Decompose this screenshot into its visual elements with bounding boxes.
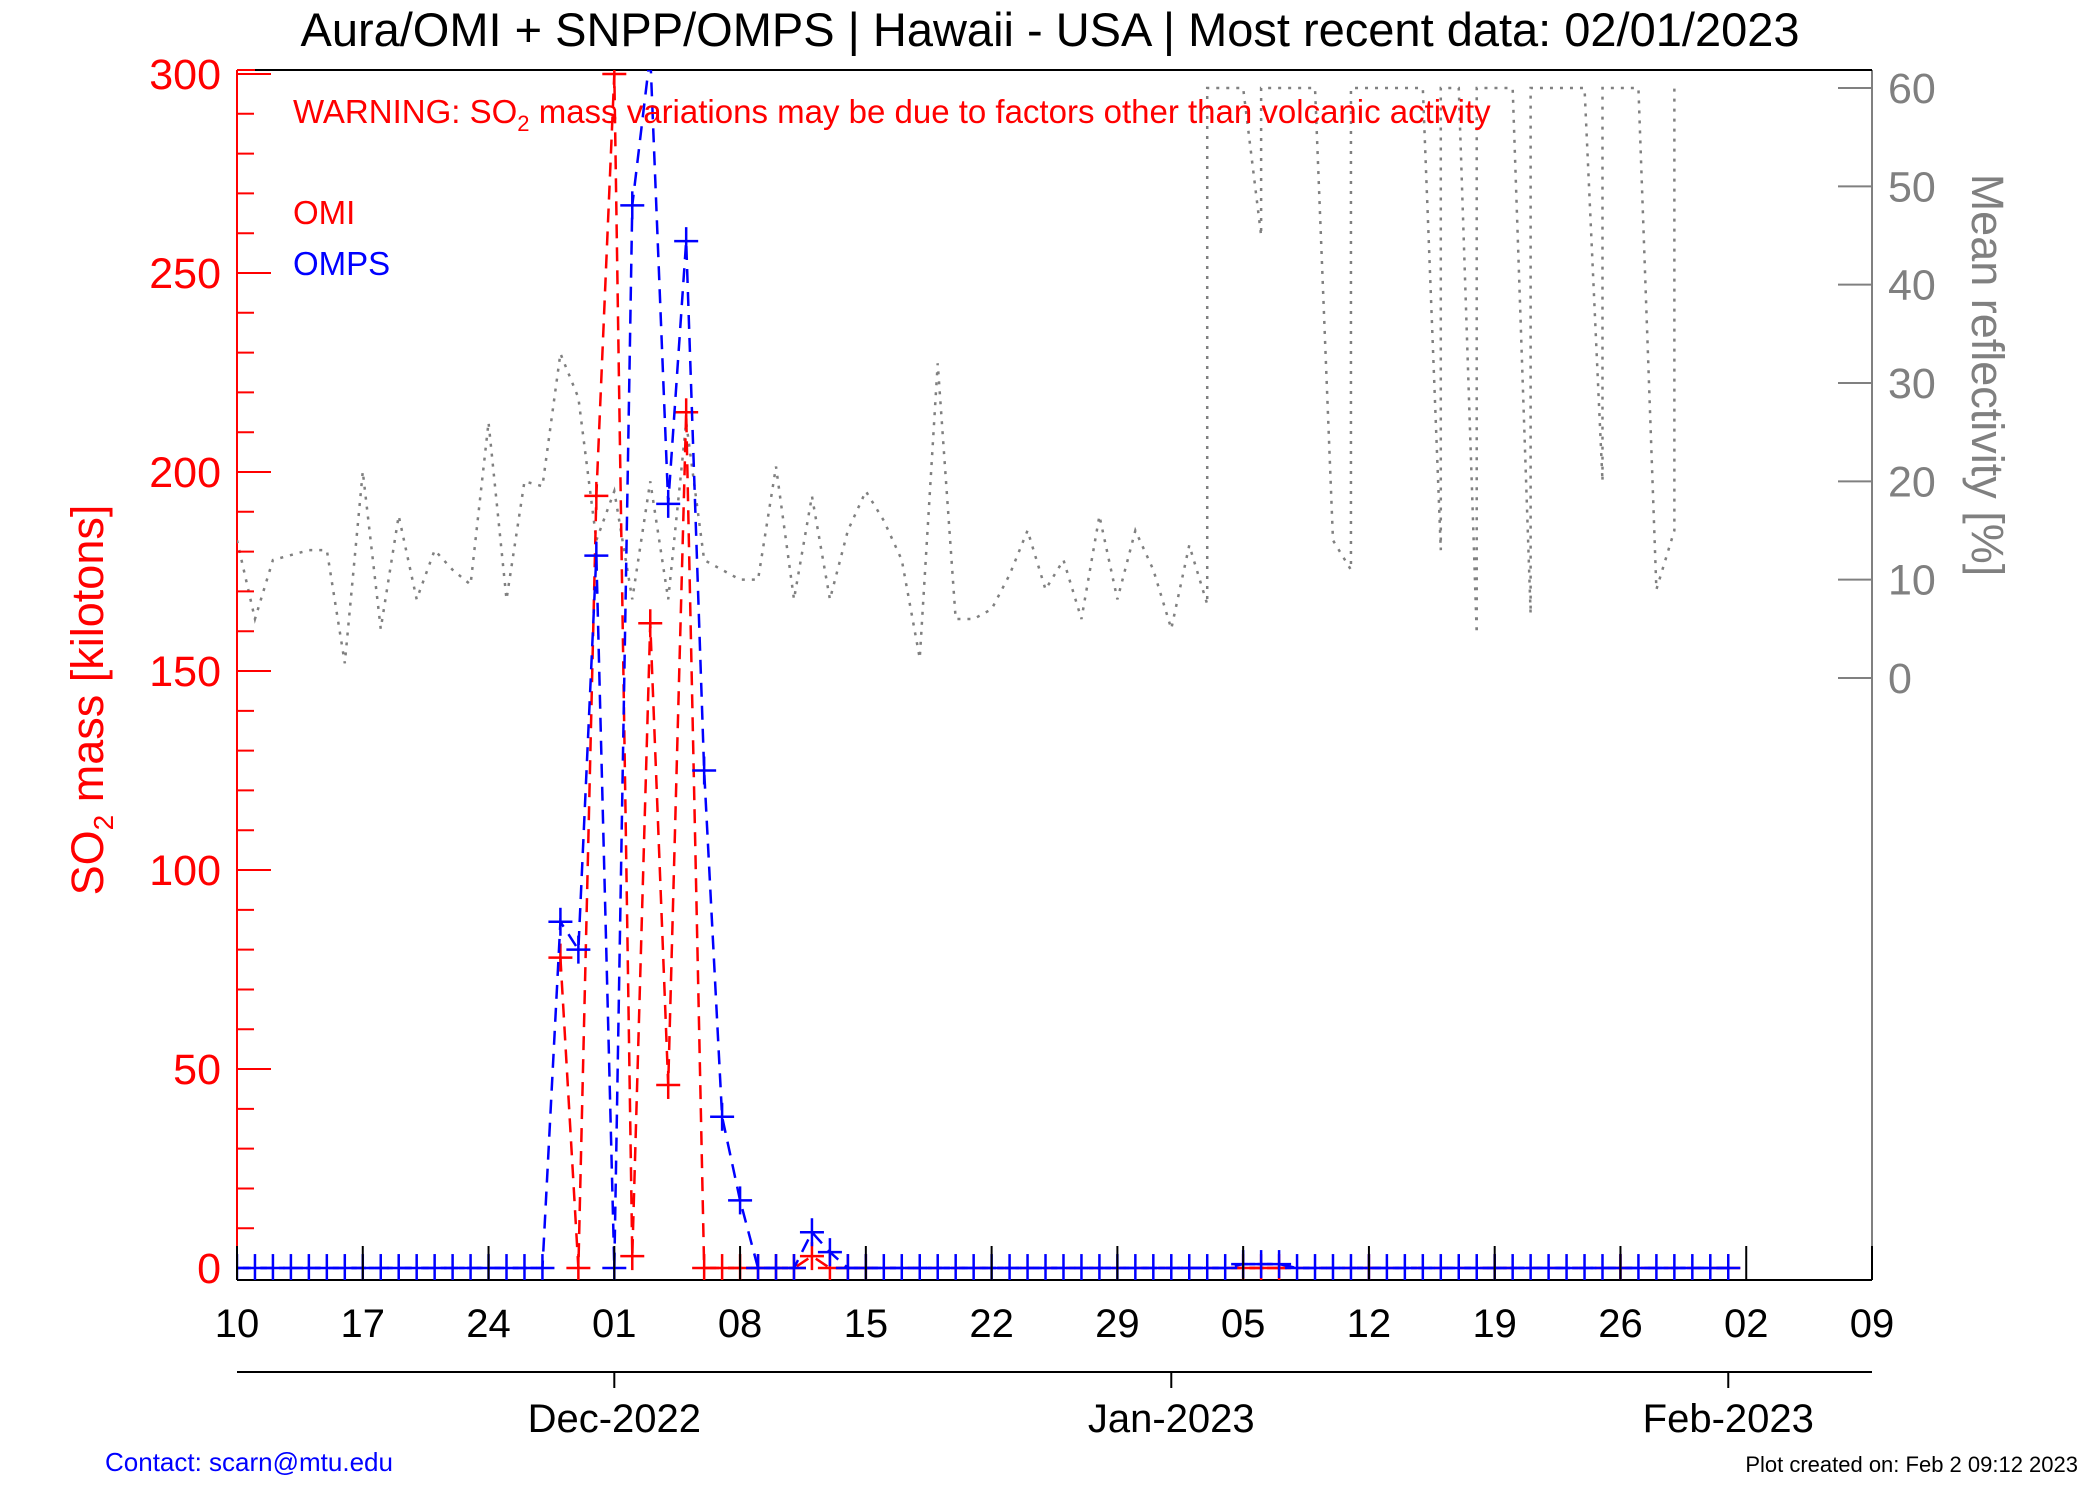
x-day-tick-label: 12 (1347, 1302, 1392, 1346)
warning-text-after: mass variations may be due to factors ot… (530, 93, 1492, 130)
x-day-tick-label: 24 (466, 1302, 511, 1346)
omi-point (799, 1242, 824, 1271)
y-right-tick-label: 0 (1888, 655, 1912, 703)
right-axis: 0 10 20 30 40 50 60 (1838, 65, 1936, 703)
omps-point (566, 935, 591, 964)
omps-line (237, 70, 1729, 1270)
x-day-tick-label: 19 (1472, 1302, 1517, 1346)
omps-point (674, 227, 699, 256)
omps-point (817, 1238, 842, 1267)
y-axis-title-left: SO2 mass [kilotons] (62, 505, 119, 896)
x-day-tick-label: 02 (1724, 1302, 1769, 1346)
omi-point (584, 481, 609, 510)
month-tick-label: Dec-2022 (528, 1397, 701, 1441)
omps-point (1267, 1250, 1292, 1279)
omps-point (692, 756, 717, 785)
warning-text-sub: 2 (517, 111, 529, 136)
omps-point (1213, 1254, 1238, 1280)
y-left-tick-label: 100 (149, 847, 221, 895)
omps-point (781, 1254, 806, 1280)
x-day-tick-label: 01 (592, 1302, 637, 1346)
omps-point (799, 1218, 824, 1247)
x-day-tick-label: 26 (1598, 1302, 1643, 1346)
omi-point (548, 943, 573, 972)
omi-point (656, 1070, 681, 1099)
y-left-tick-label: 200 (149, 449, 221, 497)
x-day-tick-label: 10 (215, 1302, 260, 1346)
y-axis-title-left-after: mass [kilotons] (62, 505, 113, 815)
y-right-tick-label: 20 (1888, 458, 1936, 506)
x-day-tick-label: 22 (969, 1302, 1014, 1346)
x-day-tick-label: 29 (1095, 1302, 1140, 1346)
month-axis: Dec-2022 Jan-2023 Feb-2023 (237, 1371, 1872, 1441)
y-left-tick-label: 0 (197, 1245, 221, 1293)
omps-point (620, 191, 645, 220)
omi-point (674, 398, 699, 427)
y-axis-title-right: Mean reflectivity [%] (1962, 174, 2013, 577)
x-axis: 10 17 24 01 08 15 22 29 05 12 19 26 02 09 (215, 1246, 1895, 1346)
y-right-tick-label: 60 (1888, 65, 1936, 113)
omi-point (566, 1254, 591, 1280)
y-left-tick-label: 300 (149, 51, 221, 99)
omi-point (602, 70, 627, 88)
omps-point (548, 907, 573, 936)
x-day-tick-label: 09 (1850, 1302, 1895, 1346)
omi-point (638, 609, 663, 638)
y-left-tick-label: 150 (149, 648, 221, 696)
warning-text: WARNING: SO2 mass variations may be due … (293, 93, 1491, 136)
legend-omi: OMI (293, 194, 355, 231)
x-day-tick-label: 17 (341, 1302, 386, 1346)
omps-point (656, 489, 681, 518)
y-right-tick-label: 10 (1888, 557, 1936, 605)
y-left-tick-label: 50 (173, 1046, 221, 1094)
y-right-tick-label: 30 (1888, 360, 1936, 408)
month-tick-label: Jan-2023 (1088, 1397, 1255, 1441)
y-right-tick-label: 50 (1888, 163, 1936, 211)
omps-point (728, 1186, 753, 1215)
x-day-tick-label: 15 (844, 1302, 889, 1346)
y-axis-title-left-sub: 2 (88, 815, 119, 831)
omps-point (584, 541, 609, 570)
x-day-tick-label: 08 (718, 1302, 763, 1346)
y-axis-title-left-before: SO (62, 830, 113, 895)
series-layer (237, 70, 1741, 1280)
y-right-tick-label: 40 (1888, 262, 1936, 310)
reflectivity-line (237, 86, 1676, 664)
omps-point (1716, 1254, 1741, 1280)
warning-text-before: WARNING: SO (293, 93, 517, 130)
omps-point (710, 1102, 735, 1131)
contact-text: Contact: scarn@mtu.edu (105, 1447, 393, 1477)
legend: OMI OMPS (293, 194, 390, 282)
omi-point (620, 1242, 645, 1271)
plot-created-text: Plot created on: Feb 2 09:12 2023 (1745, 1452, 2078, 1477)
plot-frame (236, 69, 1873, 1281)
month-tick-label: Feb-2023 (1643, 1397, 1814, 1441)
chart-title: Aura/OMI + SNPP/OMPS | Hawaii - USA | Mo… (300, 3, 1799, 56)
omi-line (559, 73, 1729, 1270)
omps-point (530, 1254, 555, 1280)
x-day-tick-label: 05 (1221, 1302, 1266, 1346)
y-left-tick-label: 250 (149, 250, 221, 298)
left-axis: 0 50 100 150 200 250 300 (149, 51, 271, 1293)
legend-omps: OMPS (293, 245, 390, 282)
